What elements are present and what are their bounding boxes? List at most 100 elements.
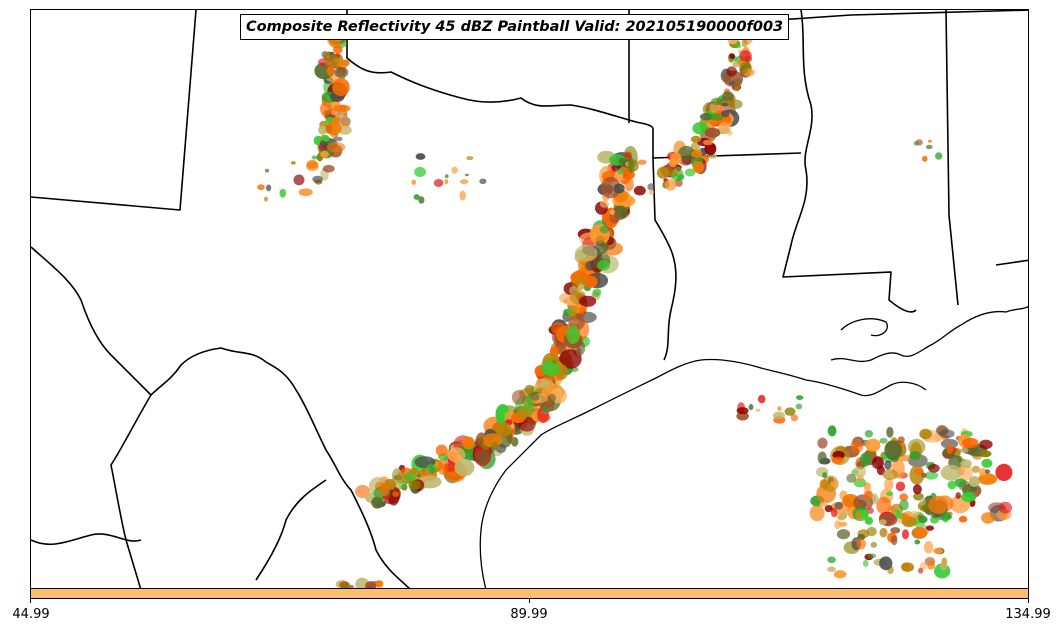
storm-blob (321, 135, 330, 142)
storm-blob (298, 188, 313, 197)
storm-blob (437, 459, 448, 475)
storm-blob (864, 516, 873, 525)
storm-blob (930, 515, 940, 524)
storm-blob (293, 174, 305, 186)
storm-blob (872, 463, 877, 468)
storm-blob (475, 450, 490, 464)
storm-blob (838, 521, 848, 527)
storm-blob (902, 529, 909, 540)
storm-blob (940, 438, 959, 449)
storm-blob (609, 209, 615, 216)
storm-blob (895, 481, 906, 492)
storm-blob (864, 490, 873, 499)
storm-blob (595, 235, 605, 244)
storm-blob (333, 136, 343, 142)
storm-blob (748, 404, 754, 411)
storm-blob (462, 436, 475, 450)
storm-blob (445, 174, 449, 179)
storm-blob (979, 450, 992, 458)
storm-blob (574, 244, 598, 262)
storm-blob (409, 467, 418, 474)
storm-blob (692, 122, 708, 135)
storm-blob (927, 560, 936, 570)
storm-blob (846, 473, 857, 483)
storm-blob (326, 66, 335, 74)
storm-blob (859, 452, 872, 467)
colorbar-tick-mark (529, 599, 530, 603)
storm-blob (878, 519, 887, 525)
storm-blob (757, 394, 766, 404)
storm-blob (817, 437, 828, 449)
storm-blob (928, 463, 940, 473)
storm-blob (917, 514, 924, 520)
storm-blob (884, 460, 892, 470)
map-title: Composite Reflectivity 45 dBZ Paintball … (240, 14, 790, 40)
storm-blob (474, 437, 485, 444)
storm-blob (909, 511, 919, 518)
storm-blob (890, 535, 898, 546)
storm-blob (290, 161, 296, 165)
storm-blob (617, 168, 624, 175)
storm-blob (541, 405, 549, 414)
storm-blob (464, 173, 469, 177)
storm-blob (633, 185, 646, 196)
storm-blob (709, 118, 717, 129)
storm-blob (852, 466, 867, 478)
storm-blob (915, 139, 923, 146)
storm-blob (834, 502, 844, 510)
storm-blob (415, 153, 426, 160)
storm-blob (899, 499, 909, 511)
storm-blob (637, 159, 647, 165)
storm-blob (664, 179, 677, 191)
storm-blob (926, 525, 934, 531)
coastline (479, 305, 1028, 588)
storm-blob (600, 176, 621, 199)
storm-blob (433, 179, 444, 187)
storm-blob (418, 196, 425, 204)
storm-blob (656, 166, 670, 179)
storm-blob (576, 347, 582, 357)
storm-blob (648, 189, 655, 196)
storm-blob (670, 152, 682, 165)
storm-blob (326, 142, 346, 153)
storm-blob (716, 98, 724, 105)
storm-blob (784, 407, 796, 416)
storm-blob (912, 527, 928, 539)
storm-blob (755, 408, 761, 412)
storm-blob (311, 155, 318, 160)
storm-blob (408, 480, 421, 491)
storm-blob (884, 477, 894, 491)
storm-blob (585, 260, 596, 271)
storm-blob (831, 456, 845, 464)
storm-blob (392, 491, 399, 497)
storm-blob (466, 156, 474, 161)
storm-blob (925, 144, 933, 150)
storm-blob (958, 515, 968, 523)
storm-blob (618, 157, 627, 165)
storm-blob (264, 168, 270, 173)
storm-blob (548, 393, 556, 403)
storm-blob (919, 562, 928, 570)
storm-blob (728, 80, 736, 86)
storm-blob (579, 295, 597, 307)
storm-blob (579, 306, 585, 315)
storm-blob (413, 194, 420, 200)
colorbar (30, 588, 1029, 599)
state-boundaries (31, 10, 1028, 588)
storm-blob (739, 63, 748, 75)
storm-blob (985, 469, 991, 474)
storm-blob (257, 184, 265, 191)
storm-blob (599, 200, 610, 208)
storm-blob (921, 472, 927, 478)
storm-blob (914, 468, 924, 475)
storm-blob (530, 393, 540, 401)
storm-blob (879, 527, 888, 538)
storm-blob (425, 463, 438, 474)
storm-blob (935, 152, 943, 160)
storm-blob (459, 190, 466, 201)
colorbar-tick-mark (30, 599, 31, 603)
storm-blob (340, 582, 350, 588)
storm-blob (894, 509, 901, 514)
storm-blob (933, 433, 943, 443)
storm-blob (741, 38, 748, 48)
